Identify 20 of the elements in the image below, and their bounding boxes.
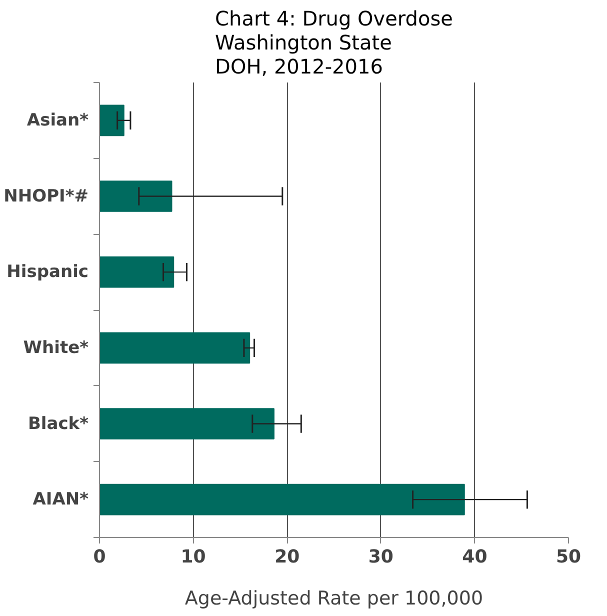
x-tick-label: 0 bbox=[93, 546, 106, 568]
y-tick-label: AIAN* bbox=[32, 490, 89, 510]
x-tick-label: 20 bbox=[274, 546, 300, 568]
y-tick-label: Asian* bbox=[26, 110, 89, 130]
bar bbox=[100, 484, 465, 516]
y-tick-label: Hispanic bbox=[6, 262, 89, 282]
x-tick-label: 40 bbox=[462, 546, 488, 568]
x-tick-label: 10 bbox=[180, 546, 206, 568]
bar bbox=[100, 256, 174, 288]
y-tick-label: White* bbox=[23, 338, 89, 358]
bar bbox=[100, 332, 250, 364]
x-tick-label: 50 bbox=[556, 546, 582, 568]
x-tick-label: 30 bbox=[368, 546, 394, 568]
y-tick-label: Black* bbox=[28, 414, 89, 434]
x-axis-title: Age-Adjusted Rate per 100,000 bbox=[184, 588, 484, 610]
bar bbox=[100, 408, 274, 440]
y-tick-label: NHOPI*# bbox=[4, 186, 88, 206]
bar bbox=[100, 104, 124, 136]
chart-title: Chart 4: Drug Overdose Washington State DOH, 2012-2016 bbox=[215, 6, 453, 78]
bar bbox=[100, 180, 172, 212]
